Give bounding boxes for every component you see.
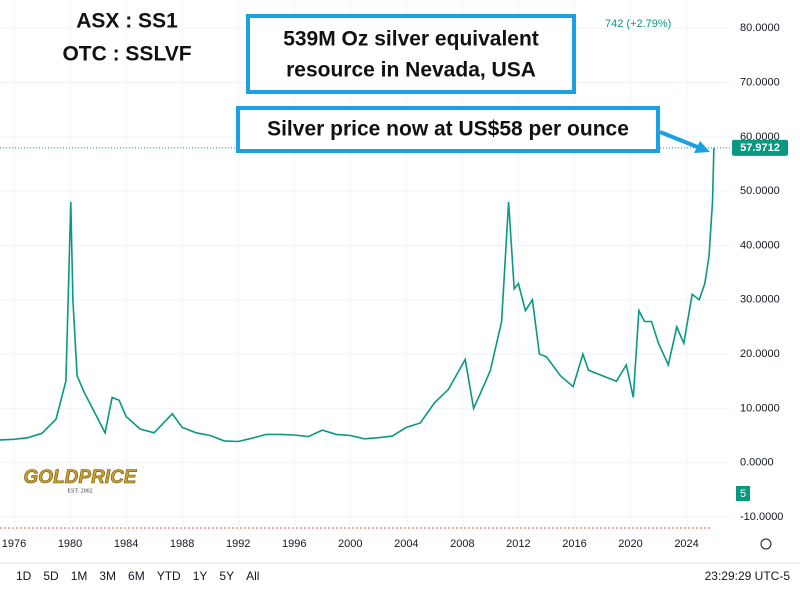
last-price-label: 57.9712	[740, 142, 780, 154]
y-tick-label: -10.0000	[740, 511, 783, 523]
range-button[interactable]: 5Y	[219, 569, 234, 583]
y-tick-label: 60.0000	[740, 131, 780, 143]
x-tick-label: 2004	[394, 538, 418, 550]
resource-text: 539M Oz silver equivalent	[283, 28, 539, 51]
x-tick-label: 1992	[226, 538, 250, 550]
range-button[interactable]: 5D	[43, 569, 59, 583]
y-tick-label: 70.0000	[740, 76, 780, 88]
x-tick-label: 2016	[562, 538, 586, 550]
range-button[interactable]: 1Y	[193, 569, 208, 583]
change-text: 742 (+2.79%)	[605, 18, 671, 30]
arrow-head	[694, 141, 710, 153]
x-tick-label: 2012	[506, 538, 530, 550]
y-tick-label: 10.0000	[740, 402, 780, 414]
resource-box	[246, 14, 576, 94]
x-tick-label: 2024	[674, 538, 698, 550]
x-tick-label: 1984	[114, 538, 138, 550]
x-tick-label: 2000	[338, 538, 362, 550]
y-tick-label: 50.0000	[740, 185, 780, 197]
y-tick-label: 0.0000	[740, 457, 774, 469]
ticker: OTC : SSLVF	[62, 43, 191, 66]
y-tick-label: 80.0000	[740, 22, 780, 34]
y-tick-label: 30.0000	[740, 294, 780, 306]
logo-est: EST. 2002	[67, 488, 92, 494]
range-button[interactable]: 1D	[16, 569, 32, 583]
x-tick-label: 2008	[450, 538, 474, 550]
range-button[interactable]: 6M	[128, 569, 145, 583]
price-note: Silver price now at US$58 per ounce	[267, 118, 629, 141]
x-tick-label: 1980	[58, 538, 82, 550]
x-tick-label: 2020	[618, 538, 642, 550]
x-tick-label: 1976	[2, 538, 26, 550]
range-button[interactable]: 1M	[71, 569, 88, 583]
range-button[interactable]: 3M	[99, 569, 116, 583]
arrow	[659, 130, 701, 150]
volume-label: 5	[740, 488, 746, 500]
range-button[interactable]: YTD	[157, 569, 181, 583]
y-tick-label: 20.0000	[740, 348, 780, 360]
ticker: ASX : SS1	[76, 10, 178, 33]
clock: 23:29:29 UTC-5	[705, 569, 791, 583]
volume-badge	[736, 486, 750, 501]
x-tick-label: 1988	[170, 538, 194, 550]
y-tick-label: 40.0000	[740, 239, 780, 251]
toolbar: 1D 5D 1M 3M 6M YTD 1Y 5Y All	[16, 569, 259, 583]
price-line	[0, 147, 715, 443]
logo: GOLDPRICE	[24, 467, 138, 488]
range-button[interactable]: All	[246, 569, 259, 583]
last-price-badge	[732, 139, 788, 156]
resource-text: resource in Nevada, USA	[286, 59, 536, 82]
x-tick-label: 1996	[282, 538, 306, 550]
price-box	[236, 106, 660, 153]
settings-icon[interactable]	[760, 538, 772, 550]
